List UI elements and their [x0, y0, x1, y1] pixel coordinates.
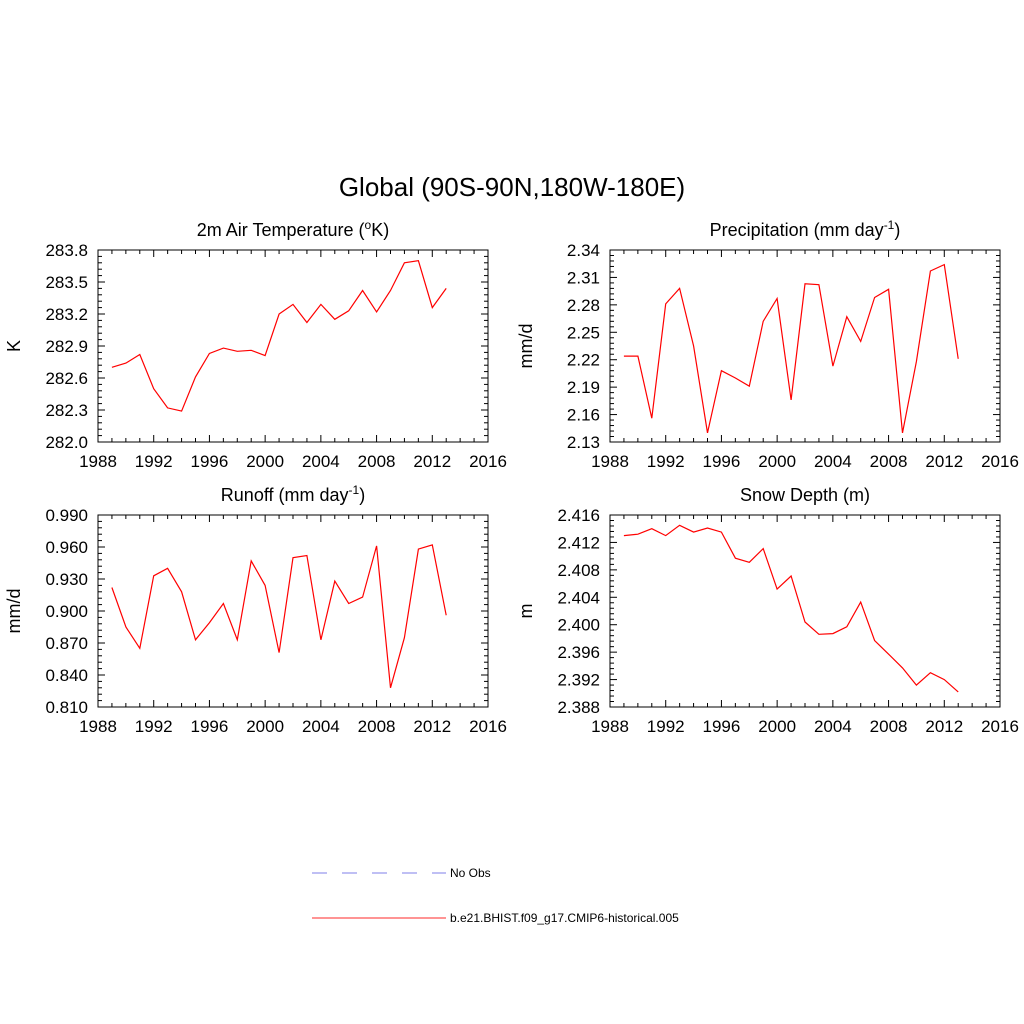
- panel-title-text: Precipitation (mm day: [710, 220, 884, 240]
- x-tick-label: 2016: [981, 717, 1019, 736]
- y-tick-label: 2.400: [557, 616, 600, 635]
- y-tick-label: 0.870: [45, 634, 88, 653]
- chart-panel-runoff: 1988 1992 1996 2000 2004 2008 2012 2016 0.810 0.8…: [4, 483, 507, 736]
- x-tick-label: 2004: [814, 717, 852, 736]
- x-tick-label: 2000: [246, 717, 284, 736]
- x-tick-label: 2004: [814, 452, 852, 471]
- plot-frame-precipitation: [609, 249, 1001, 443]
- x-tick-label: 1988: [79, 452, 117, 471]
- y-tick-label: 2.25: [567, 323, 600, 342]
- y-tick-label: 282.6: [45, 369, 88, 388]
- x-tick-label: 2012: [413, 717, 451, 736]
- y-tick-label: 0.930: [45, 570, 88, 589]
- panel-title-superscript: o: [365, 218, 372, 232]
- x-tick-label: 2016: [981, 452, 1019, 471]
- panel-title: Precipitation (mm day-1): [710, 218, 901, 240]
- y-tick-label: 2.404: [557, 588, 600, 607]
- figure-title: Global (90S-90N,180W-180E): [339, 172, 685, 202]
- panel-title-tail: K): [371, 220, 389, 240]
- y-tick-label: 2.13: [567, 433, 600, 452]
- chart-panel-precipitation: 1988 1992 1996 2000 2004 2008 2012 2016 2.13 2.16…: [516, 218, 1019, 471]
- x-tick-label: 2016: [469, 717, 507, 736]
- x-tick-label: 2012: [413, 452, 451, 471]
- y-axis-label: K: [4, 340, 24, 352]
- y-tick-label: 282.3: [45, 401, 88, 420]
- legend: No Obs b.e21.BHIST.f09_g17.CMIP6-histori…: [312, 866, 679, 925]
- y-tick-label: 282.9: [45, 337, 88, 356]
- y-tick-label: 282.0: [45, 433, 88, 452]
- y-axis-label: m: [516, 604, 536, 619]
- panel-title-tail: ): [359, 485, 365, 505]
- x-tick-label: 2008: [870, 452, 908, 471]
- x-tick-label: 2000: [246, 452, 284, 471]
- y-tick-label: 0.990: [45, 506, 88, 525]
- y-tick-label: 0.840: [45, 666, 88, 685]
- panel-title-text: 2m Air Temperature (: [197, 220, 365, 240]
- x-tick-label: 2012: [925, 717, 963, 736]
- panel-title-tail: ): [894, 220, 900, 240]
- x-tick-label: 1996: [703, 717, 741, 736]
- y-tick-label: 2.392: [557, 671, 600, 690]
- chart-panel-temperature: 1988 1992 1996 2000 2004 2008 2012 2016 282.0 282…: [4, 218, 507, 471]
- y-tick-label: 283.5: [45, 273, 88, 292]
- x-tick-label: 1992: [135, 452, 173, 471]
- panel-title-superscript: -1: [349, 483, 360, 497]
- x-tick-label: 2008: [358, 452, 396, 471]
- y-tick-label: 0.900: [45, 602, 88, 621]
- panel-title: Runoff (mm day-1): [221, 483, 365, 505]
- y-tick-label: 2.408: [557, 561, 600, 580]
- y-tick-label: 0.810: [45, 698, 88, 717]
- panel-title-text: Runoff (mm day: [221, 485, 349, 505]
- y-axis-label: mm/d: [4, 589, 24, 634]
- y-tick-label: 283.2: [45, 305, 88, 324]
- chart-panel-snow-depth: 1988 1992 1996 2000 2004 2008 2012 2016 2.388 2.3…: [516, 485, 1019, 736]
- y-tick-label: 2.416: [557, 506, 600, 525]
- x-tick-label: 2016: [469, 452, 507, 471]
- y-tick-label: 2.34: [567, 241, 600, 260]
- x-tick-label: 2008: [870, 717, 908, 736]
- x-tick-label: 1996: [703, 452, 741, 471]
- y-tick-label: 2.31: [567, 268, 600, 287]
- legend-label-no-obs: No Obs: [450, 866, 491, 880]
- x-tick-label: 2004: [302, 452, 340, 471]
- y-tick-label: 2.19: [567, 378, 600, 397]
- plot-frame-runoff: [97, 514, 489, 708]
- legend-label-model: b.e21.BHIST.f09_g17.CMIP6-historical.005: [450, 911, 679, 925]
- y-tick-label: 2.396: [557, 643, 600, 662]
- x-tick-label: 1996: [191, 452, 229, 471]
- y-tick-label: 0.960: [45, 538, 88, 557]
- panel-title: Snow Depth (m): [740, 485, 870, 505]
- panel-title-superscript: -1: [884, 218, 895, 232]
- x-tick-label: 1996: [191, 717, 229, 736]
- x-tick-label: 1992: [647, 452, 685, 471]
- x-tick-label: 1988: [591, 452, 629, 471]
- x-tick-label: 2012: [925, 452, 963, 471]
- x-tick-label: 2000: [758, 452, 796, 471]
- y-tick-label: 2.412: [557, 533, 600, 552]
- y-tick-label: 2.22: [567, 351, 600, 370]
- series-line-snow-depth: [623, 524, 959, 693]
- x-tick-label: 2004: [302, 717, 340, 736]
- y-tick-label: 2.16: [567, 406, 600, 425]
- series-line-runoff: [111, 544, 447, 688]
- series-line-temperature: [111, 260, 447, 412]
- x-tick-label: 2000: [758, 717, 796, 736]
- x-tick-label: 1988: [591, 717, 629, 736]
- y-tick-label: 2.388: [557, 698, 600, 717]
- panel-title-text: Snow Depth (m): [740, 485, 870, 505]
- x-tick-label: 1992: [647, 717, 685, 736]
- x-tick-label: 1988: [79, 717, 117, 736]
- y-axis-label: mm/d: [516, 324, 536, 369]
- y-tick-label: 2.28: [567, 296, 600, 315]
- panel-title: 2m Air Temperature (oK): [197, 218, 389, 240]
- series-line-precipitation: [623, 263, 959, 434]
- x-tick-label: 2008: [358, 717, 396, 736]
- x-tick-label: 1992: [135, 717, 173, 736]
- y-tick-label: 283.8: [45, 241, 88, 260]
- plot-frame-temperature: [97, 249, 489, 443]
